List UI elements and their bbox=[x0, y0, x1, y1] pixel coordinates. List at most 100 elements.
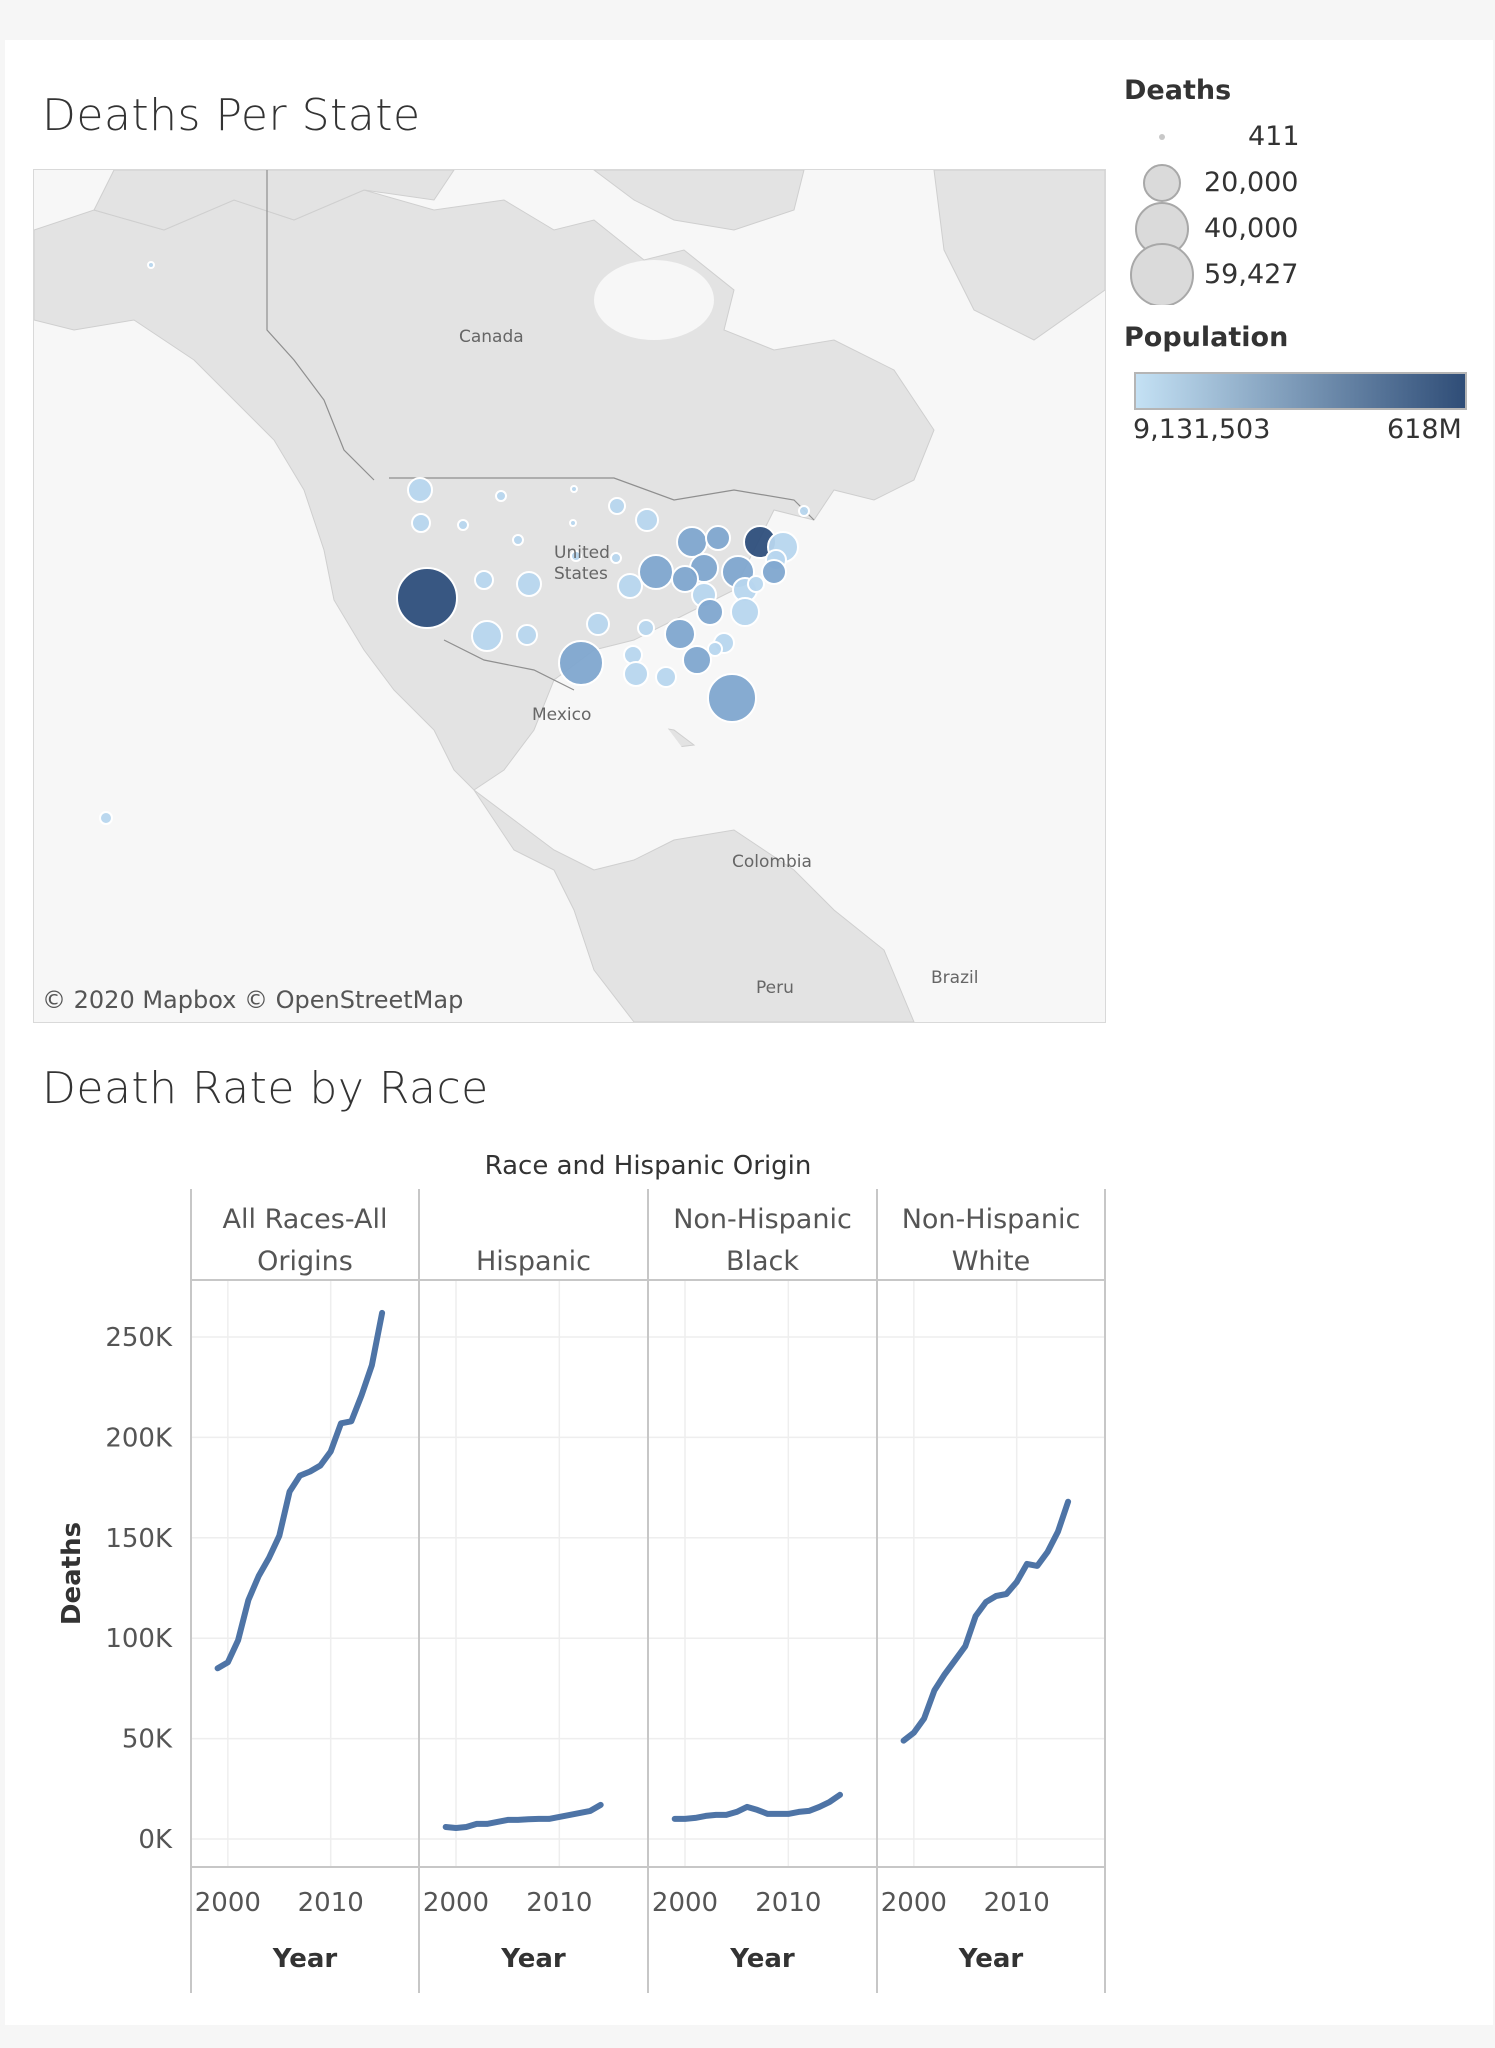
x-tick-label: 2000 bbox=[652, 1888, 718, 1918]
us-mexico-border bbox=[443, 639, 575, 691]
state-bubble bbox=[608, 497, 626, 515]
label-mexico: Mexico bbox=[532, 705, 592, 725]
x-axis-title: Year bbox=[958, 1944, 1024, 1974]
deaths-legend-circle-20000 bbox=[1143, 164, 1181, 202]
x-tick-label: 2010 bbox=[755, 1888, 821, 1918]
state-bubble bbox=[411, 513, 431, 533]
state-bubble bbox=[676, 526, 708, 558]
y-tick-label: 100K bbox=[105, 1624, 173, 1654]
land-masses bbox=[34, 170, 1105, 1022]
label-peru: Peru bbox=[756, 978, 794, 998]
state-bubble bbox=[99, 811, 113, 825]
state-bubble bbox=[747, 575, 765, 593]
borders bbox=[266, 170, 815, 691]
state-bubble bbox=[682, 645, 712, 675]
state-bubble bbox=[471, 620, 503, 652]
series-line bbox=[442, 1801, 604, 1831]
x-tick-label: 2010 bbox=[526, 1888, 592, 1918]
x-axis-title: Year bbox=[500, 1944, 566, 1974]
state-bubble bbox=[696, 598, 724, 626]
deaths-legend-circle-59427 bbox=[1130, 243, 1194, 305]
y-tick-label: 250K bbox=[105, 1323, 173, 1353]
death-rate-chart[interactable]: Race and Hispanic Origin 0K 50K 100K 150K 200… bbox=[0, 1140, 1120, 2010]
state-bubble bbox=[623, 645, 643, 665]
state-bubble bbox=[495, 490, 507, 502]
deaths-legend-label-20000: 20,000 bbox=[1204, 167, 1299, 198]
x-axis-title: Year bbox=[729, 1944, 795, 1974]
state-bubble bbox=[637, 619, 655, 637]
state-bubble bbox=[610, 552, 622, 564]
map-canvas[interactable] bbox=[34, 170, 1105, 1022]
y-tick-label: 50K bbox=[122, 1725, 173, 1755]
state-bubble bbox=[586, 612, 610, 636]
x-tick-label: 2010 bbox=[298, 1888, 364, 1918]
deaths-legend-label-40000: 40,000 bbox=[1204, 213, 1299, 244]
panel-header-label: Black bbox=[726, 1246, 799, 1277]
state-bubble bbox=[761, 559, 787, 585]
panel-header-label: White bbox=[952, 1246, 1031, 1277]
deaths-legend-label-59427: 59,427 bbox=[1204, 259, 1299, 290]
greenland bbox=[933, 170, 1105, 341]
state-bubble bbox=[516, 624, 538, 646]
state-bubble bbox=[623, 661, 649, 687]
map-title: Deaths Per State bbox=[42, 90, 421, 141]
state-bubble bbox=[474, 570, 494, 590]
us-canada-border bbox=[389, 477, 815, 521]
baffin-island bbox=[593, 170, 805, 231]
hudson-bay bbox=[594, 260, 714, 340]
y-axis-title: Deaths bbox=[57, 1522, 87, 1625]
map-attribution[interactable]: © 2020 Mapbox © OpenStreetMap bbox=[42, 986, 464, 1014]
deaths-legend-circle-411 bbox=[1159, 134, 1165, 140]
series-line bbox=[900, 1498, 1072, 1744]
state-bubble bbox=[147, 261, 155, 269]
population-legend-min: 9,131,503 bbox=[1133, 414, 1271, 445]
label-colombia: Colombia bbox=[732, 852, 812, 872]
label-brazil: Brazil bbox=[931, 968, 979, 988]
state-bubble bbox=[558, 640, 604, 686]
state-bubble bbox=[705, 525, 731, 551]
state-bubbles bbox=[99, 261, 810, 825]
state-bubble bbox=[707, 641, 723, 657]
x-axis-title: Year bbox=[272, 1944, 338, 1974]
state-bubble bbox=[638, 554, 674, 590]
deaths-legend-title: Deaths bbox=[1124, 75, 1232, 106]
gulf-of-mexico bbox=[554, 700, 684, 790]
panel-header-label: Origins bbox=[257, 1246, 353, 1277]
state-bubble bbox=[664, 618, 696, 650]
state-bubble bbox=[707, 673, 757, 723]
chart-title: Death Rate by Race bbox=[42, 1063, 489, 1114]
state-bubble bbox=[512, 534, 524, 546]
y-tick-label: 200K bbox=[105, 1423, 173, 1453]
state-bubble bbox=[730, 597, 760, 627]
south-america bbox=[473, 789, 915, 1022]
state-bubble bbox=[516, 571, 542, 597]
arctic-islands bbox=[93, 170, 455, 231]
state-bubble bbox=[671, 565, 699, 593]
x-tick-label: 2000 bbox=[195, 1888, 261, 1918]
state-bubble bbox=[798, 505, 810, 517]
x-tick-label: 2010 bbox=[984, 1888, 1050, 1918]
panel-header-label: All Races-All bbox=[223, 1204, 388, 1235]
x-tick-label: 2000 bbox=[423, 1888, 489, 1918]
label-canada: Canada bbox=[459, 327, 524, 347]
state-bubble bbox=[570, 485, 578, 493]
deaths-legend-symbols bbox=[1130, 134, 1194, 305]
state-bubble bbox=[407, 477, 433, 503]
y-tick-label: 150K bbox=[105, 1524, 173, 1554]
state-bubble bbox=[569, 519, 577, 527]
population-legend-title: Population bbox=[1124, 322, 1289, 353]
facet-title: Race and Hispanic Origin bbox=[485, 1151, 812, 1181]
series-line bbox=[214, 1309, 386, 1672]
panel-header-label: Hispanic bbox=[476, 1246, 591, 1277]
population-legend-max: 618M bbox=[1387, 414, 1462, 445]
state-bubble bbox=[570, 550, 582, 562]
panel-header-label: Non-Hispanic bbox=[673, 1204, 852, 1235]
map-view[interactable]: Canada United States Mexico Colombia Per… bbox=[33, 169, 1106, 1023]
label-united-states: United States bbox=[554, 543, 610, 584]
state-bubble bbox=[457, 519, 469, 531]
deaths-legend-label-411: 411 bbox=[1248, 121, 1300, 152]
state-bubble bbox=[655, 666, 677, 688]
population-color-ramp bbox=[1134, 372, 1467, 410]
y-tick-label: 0K bbox=[138, 1825, 173, 1855]
state-bubble bbox=[617, 573, 643, 599]
